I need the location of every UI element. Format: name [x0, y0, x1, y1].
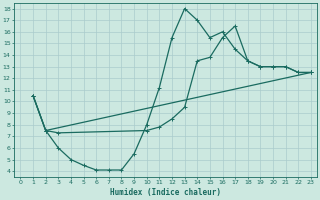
X-axis label: Humidex (Indice chaleur): Humidex (Indice chaleur)	[110, 188, 221, 197]
